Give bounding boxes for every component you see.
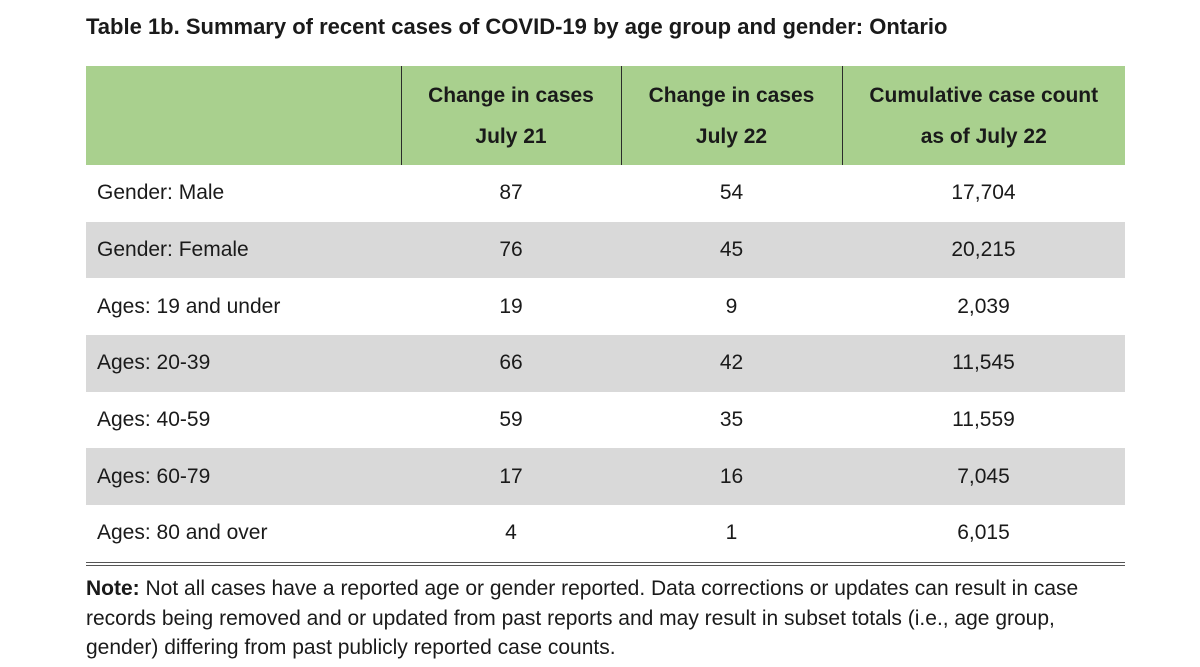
header-line: Change in cases	[648, 83, 815, 107]
cell-july22: 9	[725, 294, 738, 318]
cell-july22: 42	[621, 335, 842, 392]
table-row: Ages: 20-39 66 42 11,545	[86, 335, 1125, 392]
table-row: Gender: Male 87 54 17,704	[86, 165, 1125, 222]
cell-july21: 66	[401, 335, 621, 392]
table-row: Ages: 19 and under 19 9 2,039	[86, 278, 1125, 335]
table-row: Ages: 40-59 59 35 11,559	[86, 392, 1125, 449]
table-row: Ages: 60-79 17 16 7,045	[86, 448, 1125, 506]
cell-cumulative: 11,545	[842, 335, 1125, 392]
cell-july22: 35	[719, 408, 744, 432]
cell-july21: 17	[401, 448, 621, 506]
cell-july21: 4	[401, 505, 621, 566]
row-label: Ages: 20-39	[86, 335, 401, 392]
note-text: Not all cases have a reported age or gen…	[86, 577, 1079, 659]
cell-july21: 59	[499, 408, 523, 432]
cell-july22: 16	[621, 448, 842, 506]
row-label: Ages: 60-79	[86, 448, 401, 506]
row-label: Ages: 40-59	[97, 408, 211, 432]
header-cell-label	[86, 66, 402, 165]
header-row: Change in cases July 21 Change in cases …	[86, 66, 1125, 165]
cell-july21: 76	[401, 221, 621, 279]
header-line: July 22	[695, 124, 768, 148]
header-cell-july22: Change in cases July 22	[620, 66, 842, 165]
cell-july22: 45	[621, 221, 842, 279]
cell-cumulative: 17,704	[951, 181, 1016, 205]
header-cell-cumulative: Cumulative case count as of July 22	[841, 66, 1125, 165]
table-row: Ages: 80 and over 4 1 6,015	[86, 505, 1125, 566]
cell-cumulative: 6,015	[842, 505, 1125, 566]
cell-cumulative: 7,045	[842, 448, 1125, 506]
cell-cumulative: 2,039	[957, 294, 1010, 318]
row-label: Ages: 80 and over	[86, 505, 401, 566]
header-line: as of July 22	[920, 124, 1047, 148]
cell-july21: 19	[499, 294, 523, 318]
cell-cumulative: 11,559	[952, 408, 1015, 432]
cell-july21: 87	[499, 181, 523, 205]
cell-cumulative: 20,215	[842, 221, 1125, 279]
header-line: Change in cases	[428, 83, 594, 107]
row-label: Ages: 19 and under	[97, 294, 281, 318]
cell-july22: 1	[621, 505, 842, 566]
row-label: Gender: Female	[86, 221, 401, 279]
note-label: Note:	[86, 577, 140, 600]
covid-summary-table: Change in cases July 21 Change in cases …	[86, 66, 1125, 566]
cell-july22: 54	[719, 181, 744, 205]
header-cell-july21: Change in cases July 21	[400, 66, 621, 165]
table-row: Gender: Female 76 45 20,215	[86, 221, 1125, 279]
table-note: Note: Not all cases have a reported age …	[86, 574, 1126, 663]
row-label: Gender: Male	[97, 181, 225, 205]
header-line: Cumulative case count	[869, 83, 1099, 107]
table-title: Table 1b. Summary of recent cases of COV…	[86, 14, 948, 39]
header-line: July 21	[475, 124, 547, 148]
